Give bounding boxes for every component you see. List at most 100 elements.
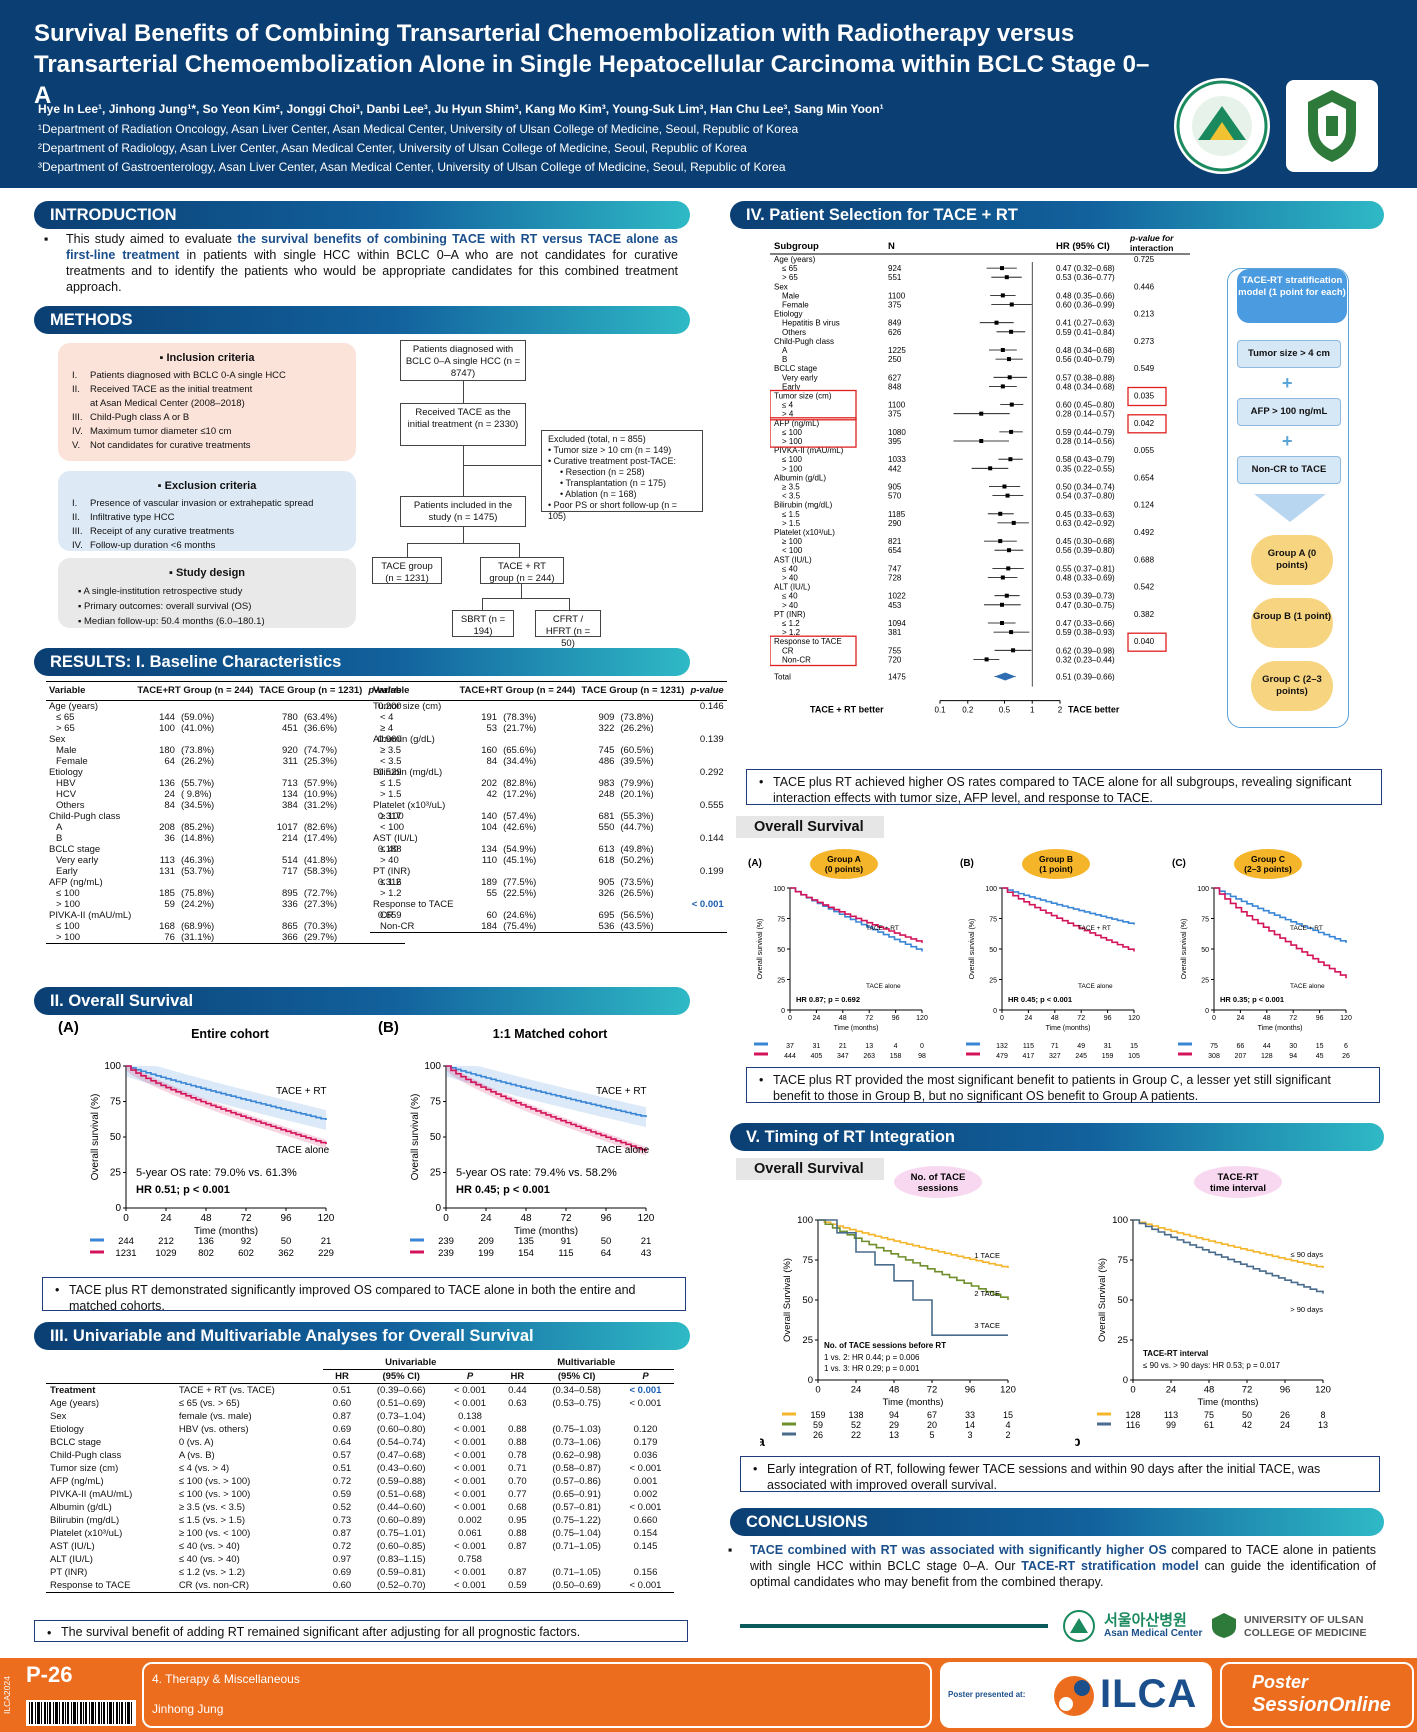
x-tick-label: 120	[916, 1015, 928, 1022]
risk-alone-number: 239	[438, 1248, 454, 1259]
risk-gt90-number: 116	[1126, 1420, 1140, 1430]
group-pill	[1234, 849, 1302, 879]
forest-subgroup-box	[770, 635, 857, 667]
x-axis-title: Time (months)	[1046, 1025, 1091, 1032]
table-row: ≥ 3.5 160 (65.6%) 745 (60.5%)	[370, 745, 727, 756]
value-cell: (0.83–1.15)	[376, 1554, 426, 1565]
forest-n: 728	[888, 574, 902, 583]
p-value-cell: 0.146	[699, 701, 724, 712]
flow-arrow	[521, 584, 522, 598]
value-cell	[499, 1410, 537, 1423]
barcode-bar	[101, 1702, 102, 1724]
p-value-cell: 0.529	[377, 767, 402, 778]
count-cell: 160	[481, 745, 498, 756]
risk-rt-number: 212	[158, 1236, 174, 1247]
y-tick-label: 75	[1117, 1255, 1128, 1266]
factor-cell: Sex	[50, 1411, 67, 1422]
x-tick-label: 72	[560, 1213, 572, 1224]
group-name: Group C	[1251, 854, 1285, 864]
y-tick-label: 50	[802, 1295, 813, 1306]
criteria-text: Maximum tumor diameter ≤10 cm	[90, 426, 232, 437]
study-design-title: ▪ Study design	[168, 567, 246, 579]
y-tick-label: 100	[1197, 886, 1209, 893]
forest-col-header: p-value for	[1129, 233, 1174, 243]
risk-rt-number: 31	[1104, 1043, 1112, 1050]
forest-col-header: N	[888, 241, 895, 252]
variable-cell: ≥ 100	[380, 811, 404, 822]
value-cell: ≥ 100 (vs. < 100)	[178, 1528, 251, 1539]
value-cell: ≤ 4 (vs. > 4)	[178, 1463, 230, 1474]
exclusion-title: ▪ Exclusion criteria	[157, 480, 257, 492]
barcode-bar	[29, 1702, 30, 1724]
barcode-bar	[77, 1702, 78, 1724]
value-cell: (0.43–0.60)	[376, 1463, 426, 1474]
x-tick-label: 48	[1263, 1015, 1271, 1022]
group-header-row: Univariable Multivariable	[46, 1356, 674, 1370]
pct-cell: (53.7%)	[180, 866, 215, 877]
x-axis-title: Time (months)	[194, 1226, 258, 1237]
count-cell: 55	[486, 888, 498, 899]
pct-cell: (56.5%)	[620, 910, 654, 921]
forest-n: 626	[888, 328, 902, 337]
table-row: Bilirubin (mg/dL) ≤ 1.5 (vs. > 1.5) 0.73 (0…	[46, 1514, 674, 1527]
multivariable-header: Multivariable	[498, 1356, 674, 1370]
table-row: CR 60 (24.6%) 695 (56.5%)	[370, 910, 727, 921]
value-cell: 0.51	[332, 1463, 352, 1474]
criteria-number: III.	[72, 526, 83, 537]
pct-cell: (60.5%)	[620, 745, 654, 756]
table-row: ALT (IU/L) ≤ 40 (vs. > 40) 0.97 (0.83–1.15)…	[46, 1553, 674, 1566]
risk-alone-number: 405	[811, 1053, 823, 1058]
count-cell: 311	[282, 756, 298, 767]
forest-point	[1006, 566, 1011, 571]
x-tick-label: 24	[851, 1385, 862, 1396]
forest-hr: 0.53 (0.39–0.73)	[1056, 592, 1115, 601]
panel-label: (B)	[960, 858, 974, 869]
value-cell: (0.60–0.89)	[376, 1515, 426, 1526]
os-subheading-2: Overall Survival	[736, 1158, 884, 1180]
x-tick-label: 96	[280, 1213, 292, 1224]
y-axis-title: Overall Survival (%)	[782, 1258, 793, 1342]
pct-cell	[301, 734, 365, 745]
forest-x-tick-label: 1	[1030, 706, 1035, 715]
pct-cell: (70.3%)	[303, 921, 338, 932]
forest-point	[1007, 357, 1012, 362]
count-cell	[134, 910, 178, 921]
excluded-title: Excluded (total, n = 855)	[548, 434, 646, 444]
intro-text-1: This study aimed to evaluate	[66, 232, 238, 246]
forest-n: 570	[888, 492, 902, 501]
forest-hr: 0.48 (0.33–0.69)	[1056, 574, 1115, 583]
value-cell: 0.87	[508, 1541, 527, 1552]
value-cell: (0.54–0.74)	[376, 1437, 426, 1448]
bullet-icon: ▪	[728, 1543, 733, 1557]
count-cell: 180	[159, 745, 175, 756]
timing-heading: V. Timing of RT Integration	[730, 1123, 1384, 1151]
variable-cell: Albumin (g/dL)	[373, 734, 435, 745]
forest-n: 654	[888, 546, 902, 555]
patient-selection-heading: IV. Patient Selection for TACE + RT	[730, 201, 1384, 229]
pct-cell	[178, 844, 256, 855]
affiliation-1: ¹Department of Radiation Oncology, Asan …	[38, 122, 799, 136]
barcode-bar	[55, 1702, 58, 1724]
table-row: PT (INR) 0.199	[370, 866, 727, 877]
forest-hr: 0.58 (0.43–0.79)	[1056, 455, 1115, 464]
forest-interaction-p: 0.382	[1134, 610, 1155, 619]
variable-cell: Bilirubin (mg/dL)	[373, 767, 443, 778]
value-cell: (0.60–0.80)	[376, 1424, 426, 1435]
y-tick-label: 100	[773, 886, 785, 893]
value-cell: ≥ 3.5 (vs. < 3.5)	[178, 1502, 246, 1513]
count-cell	[456, 734, 500, 745]
forest-n: 381	[888, 628, 902, 637]
risk-le90-number: 113	[1164, 1410, 1178, 1420]
sessions-pill-text: No. of TACE	[911, 1172, 966, 1183]
pct-cell	[301, 877, 365, 888]
variable-cell: Age (years)	[49, 701, 99, 712]
group-pill	[810, 849, 878, 879]
value-cell: (0.75–1.03)	[552, 1424, 601, 1435]
risk-alone-number: 602	[238, 1248, 254, 1259]
barcode-bar	[62, 1702, 64, 1724]
panel-label: (B)	[378, 1019, 399, 1036]
intro-text-2: in patients with single HCC within BCLC …	[66, 248, 678, 294]
barcode-bar	[127, 1702, 130, 1724]
asan-korean-name: 서울아산병원	[1104, 1612, 1187, 1629]
asan-small-logo	[1063, 1610, 1095, 1642]
